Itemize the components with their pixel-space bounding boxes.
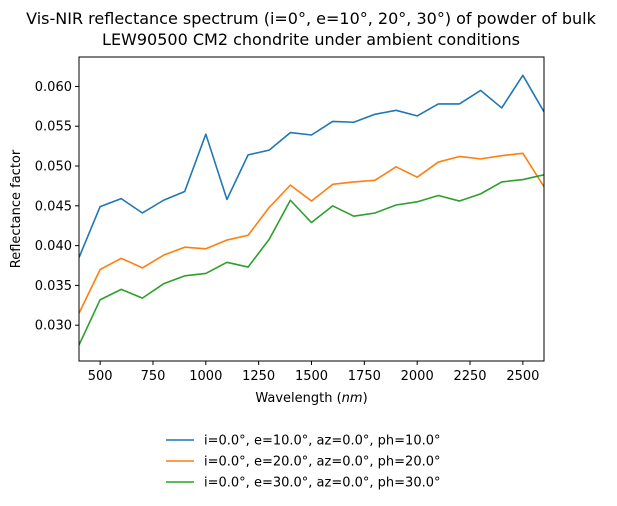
y-tick-label: 0.055 xyxy=(35,120,72,135)
x-axis-label-unit: nm xyxy=(342,391,363,406)
x-axis-label-prefix: Wavelength ( xyxy=(255,391,341,406)
y-tick-label: 0.035 xyxy=(35,279,72,294)
series-layer xyxy=(79,74,544,346)
y-tick-label: 0.060 xyxy=(35,80,72,95)
x-axis-label: Wavelength (nm) xyxy=(255,391,367,406)
x-tick-label: 1750 xyxy=(348,369,381,384)
x-tick-label: 2250 xyxy=(453,369,486,384)
legend-label-2: i=0.0°, e=20.0°, az=0.0°, ph=20.0° xyxy=(204,455,441,470)
y-tick-label: 0.050 xyxy=(35,160,72,175)
x-tick-label: 750 xyxy=(141,369,166,384)
y-axis-ticks: 0.030 0.035 0.040 0.045 0.050 0.055 0.060 xyxy=(35,80,79,334)
y-tick-label: 0.040 xyxy=(35,239,72,254)
y-axis-label: Reflectance factor xyxy=(9,149,24,268)
series-line-3 xyxy=(79,173,544,346)
x-axis-label-suffix: ) xyxy=(363,391,368,406)
x-tick-label: 500 xyxy=(88,369,113,384)
x-tick-label: 1250 xyxy=(242,369,275,384)
series-line-1 xyxy=(79,74,544,258)
legend-label-1: i=0.0°, e=10.0°, az=0.0°, ph=10.0° xyxy=(204,434,441,449)
x-tick-label: 2500 xyxy=(506,369,539,384)
chart-title-line-2: LEW90500 CM2 chondrite under ambient con… xyxy=(102,30,520,49)
y-tick-label: 0.045 xyxy=(35,199,72,214)
legend-label-3: i=0.0°, e=30.0°, az=0.0°, ph=30.0° xyxy=(204,476,441,491)
x-axis-ticks: 500 750 1000 1250 1500 1750 2000 2250 2500 xyxy=(88,361,539,384)
x-tick-label: 1000 xyxy=(189,369,222,384)
series-line-2 xyxy=(79,152,544,314)
y-tick-label: 0.030 xyxy=(35,319,72,334)
chart-title-line-1: Vis-NIR reflectance spectrum (i=0°, e=10… xyxy=(26,9,596,28)
legend: i=0.0°, e=10.0°, az=0.0°, ph=10.0° i=0.0°… xyxy=(166,434,441,491)
x-tick-label: 2000 xyxy=(401,369,434,384)
x-tick-label: 1500 xyxy=(295,369,328,384)
plot-frame xyxy=(78,56,545,362)
